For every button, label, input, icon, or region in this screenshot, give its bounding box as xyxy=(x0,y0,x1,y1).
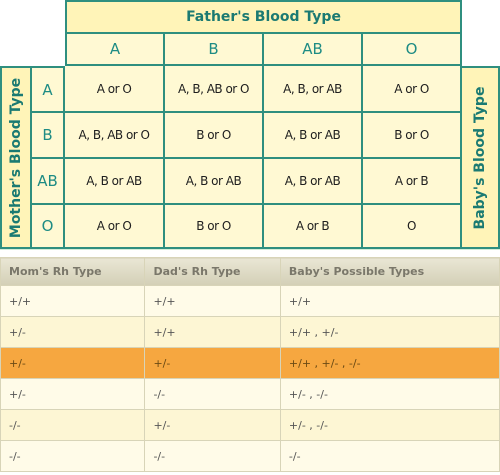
grid-cell: A or O xyxy=(65,66,165,113)
table-cell: +/- xyxy=(144,409,281,441)
mother-blood-type-label: Mother's Blood Type xyxy=(0,66,32,249)
father-blood-type-title: Father's Blood Type xyxy=(65,0,462,34)
grid-cell: A or O xyxy=(65,205,165,249)
table-cell: +/+ xyxy=(0,285,146,317)
grid-cell: A, B or AB xyxy=(264,113,363,159)
table-cell: -/- xyxy=(0,440,146,472)
table-cell: +/+ , +/- , -/- xyxy=(279,347,500,379)
table-cell: +/- , -/- xyxy=(279,378,500,410)
grid-cell: A, B, or AB xyxy=(264,66,363,113)
grid-cell: A, B or AB xyxy=(65,159,165,205)
table-cell: -/- xyxy=(279,440,500,472)
header-moms-rh-type: Mom's Rh Type xyxy=(0,257,146,286)
table-cell: +/- , -/- xyxy=(279,409,500,441)
blood-type-grid: Father's Blood Type A B AB O Mother's Bl… xyxy=(0,0,500,250)
mother-blood-type-title: Mother's Blood Type xyxy=(8,77,24,238)
table-row: +/- -/- +/- , -/- xyxy=(0,378,500,410)
column-header-o: O xyxy=(363,34,462,66)
rh-factor-table: Mom's Rh Type Dad's Rh Type Baby's Possi… xyxy=(0,257,500,472)
grid-cell: O xyxy=(363,205,462,249)
header-babys-possible-types: Baby's Possible Types xyxy=(279,257,500,286)
table-cell: -/- xyxy=(144,440,281,472)
table-cell: +/+ xyxy=(144,316,281,348)
table-row: +/- +/+ +/+ , +/- xyxy=(0,316,500,348)
table-cell: +/- xyxy=(144,347,281,379)
table-header-row: Mom's Rh Type Dad's Rh Type Baby's Possi… xyxy=(0,257,500,286)
table-cell: -/- xyxy=(144,378,281,410)
table-row: -/- -/- -/- xyxy=(0,440,500,472)
table-cell: -/- xyxy=(0,409,146,441)
column-header-a: A xyxy=(65,34,165,66)
right-top-blank xyxy=(462,0,500,66)
grid-cell: B or O xyxy=(165,205,264,249)
corner-blank xyxy=(0,0,65,66)
column-header-b: B xyxy=(165,34,264,66)
grid-cell: B or O xyxy=(165,113,264,159)
table-row: -/- +/- +/- , -/- xyxy=(0,409,500,441)
table-cell: +/- xyxy=(0,316,146,348)
grid-cell: A or O xyxy=(363,66,462,113)
grid-cell: A or B xyxy=(264,205,363,249)
row-header-ab: AB xyxy=(32,159,65,205)
table-cell: +/+ xyxy=(279,285,500,317)
baby-blood-type-title: Baby's Blood Type xyxy=(472,86,488,229)
table-cell: +/+ xyxy=(144,285,281,317)
header-dads-rh-type: Dad's Rh Type xyxy=(144,257,281,286)
table-cell: +/- xyxy=(0,378,146,410)
row-header-a: A xyxy=(32,66,65,113)
row-header-b: B xyxy=(32,113,65,159)
table-cell: +/- xyxy=(0,347,146,379)
baby-blood-type-label: Baby's Blood Type xyxy=(462,66,500,249)
table-row-highlighted: +/- +/- +/+ , +/- , -/- xyxy=(0,347,500,379)
grid-cell: A, B or AB xyxy=(264,159,363,205)
grid-cell: A or B xyxy=(363,159,462,205)
grid-cell: B or O xyxy=(363,113,462,159)
column-header-ab: AB xyxy=(264,34,363,66)
table-row: +/+ +/+ +/+ xyxy=(0,285,500,317)
grid-cell: A, B, AB or O xyxy=(165,66,264,113)
grid-cell: A, B or AB xyxy=(165,159,264,205)
row-header-o: O xyxy=(32,205,65,249)
table-cell: +/+ , +/- xyxy=(279,316,500,348)
grid-cell: A, B, AB or O xyxy=(65,113,165,159)
